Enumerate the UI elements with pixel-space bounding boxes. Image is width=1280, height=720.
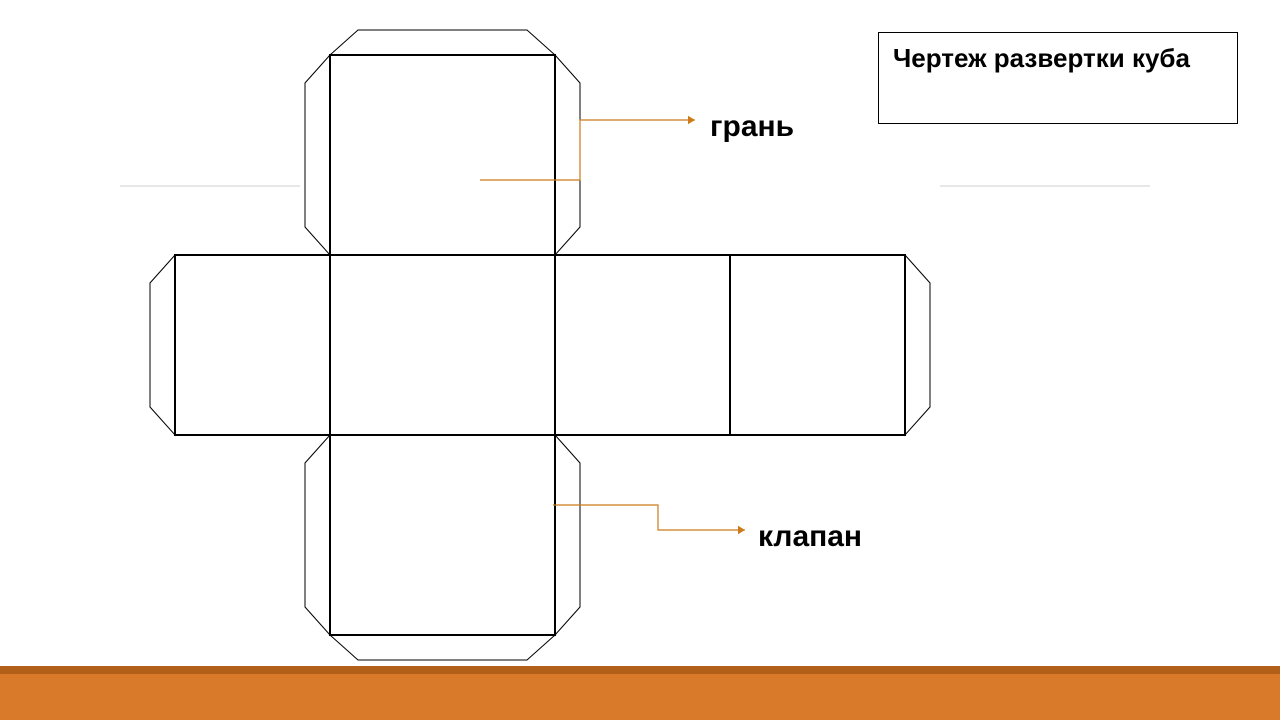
footer-stripe-top xyxy=(0,666,1280,674)
callout-arrows xyxy=(0,0,1280,720)
callout-face xyxy=(480,120,695,180)
callout-face-arrowhead xyxy=(688,116,695,124)
callout-flap-arrowhead xyxy=(738,526,745,534)
footer-stripe-main xyxy=(0,674,1280,720)
callout-flap xyxy=(553,505,745,530)
stage: Чертеж развертки куба грань клапан xyxy=(0,0,1280,720)
footer-bar xyxy=(0,666,1280,720)
